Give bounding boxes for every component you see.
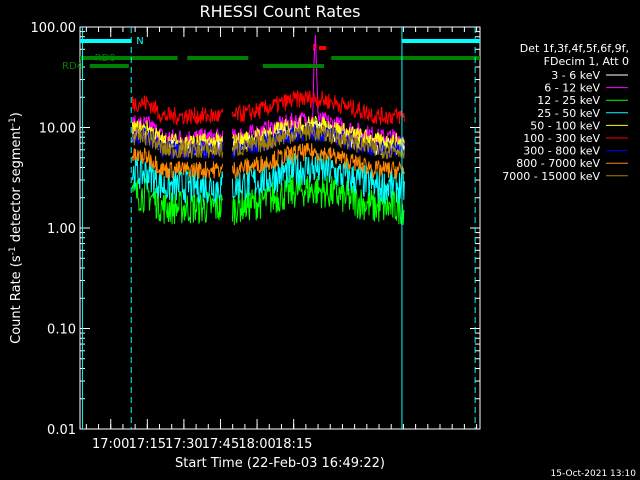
plot-frame — [79, 26, 481, 430]
x-tick-label: 17:15 — [129, 437, 166, 452]
y-tick-label: 1.00 — [47, 222, 76, 237]
flare-label: F — [312, 43, 318, 54]
series-line — [231, 152, 405, 204]
legend: Det 1f,3f,4f,5f,6f,9f, FDecim 1, Att 0 3… — [502, 42, 629, 183]
x-tick-label: 17:30 — [165, 437, 202, 452]
legend-entry-label: 800 - 7000 keV — [516, 157, 600, 170]
x-axis: 17:00 17:15 17:30 17:45 18:00 18:15 — [85, 27, 478, 452]
legend-entry-label: 25 - 50 keV — [537, 107, 600, 120]
y-tick-label: 0.01 — [47, 423, 76, 438]
series-line — [131, 95, 224, 126]
legend-entry-label: 300 - 800 keV — [523, 145, 600, 158]
night-label: N — [136, 36, 143, 47]
x-tick-label: 18:00 — [238, 437, 275, 452]
legend-header-2: FDecim 1, Att 0 — [544, 55, 629, 68]
datestamp: 15-Oct-2021 13:10 — [551, 469, 637, 479]
legend-entry-label: 6 - 12 keV — [544, 82, 600, 95]
series-line — [131, 147, 224, 179]
y-tick-label: 0.10 — [47, 323, 76, 338]
x-axis-label: Start Time (22-Feb-03 16:49:22) — [175, 456, 385, 471]
legend-entry-label: 7000 - 15000 keV — [502, 170, 600, 183]
chart-title: RHESSI Count Rates — [200, 2, 361, 21]
x-tick-label: 17:00 — [92, 437, 129, 452]
series-line — [131, 126, 224, 159]
y-tick-label: 10.00 — [39, 122, 76, 137]
legend-entry-label: 3 - 6 keV — [551, 69, 600, 82]
legend-entry-label: 50 - 100 keV — [530, 119, 600, 132]
y-axis-label: Count Rate (s-1 detector segment-1) — [8, 112, 24, 344]
y-axis: 100.00 10.00 1.00 0.10 0.01 — [31, 21, 480, 438]
legend-entry-label: 100 - 300 keV — [523, 132, 600, 145]
series-layer — [131, 35, 405, 226]
legend-header-1: Det 1f,3f,4f,5f,6f,9f, — [520, 42, 629, 55]
series-line — [231, 143, 405, 179]
rd4-label: RD4 — [62, 61, 83, 72]
legend-entry-label: 12 - 25 keV — [537, 94, 600, 107]
rd0-label: RD0 — [95, 53, 116, 64]
x-tick-label: 18:15 — [275, 437, 312, 452]
x-tick-label: 17:45 — [202, 437, 239, 452]
series-line — [231, 123, 405, 160]
series-line — [131, 154, 224, 204]
series-line — [131, 120, 224, 152]
series-line — [131, 127, 224, 161]
series-line — [231, 90, 405, 125]
annotation-layer: N F RD0 RD4 — [62, 27, 480, 429]
y-tick-label: 100.00 — [31, 21, 77, 36]
